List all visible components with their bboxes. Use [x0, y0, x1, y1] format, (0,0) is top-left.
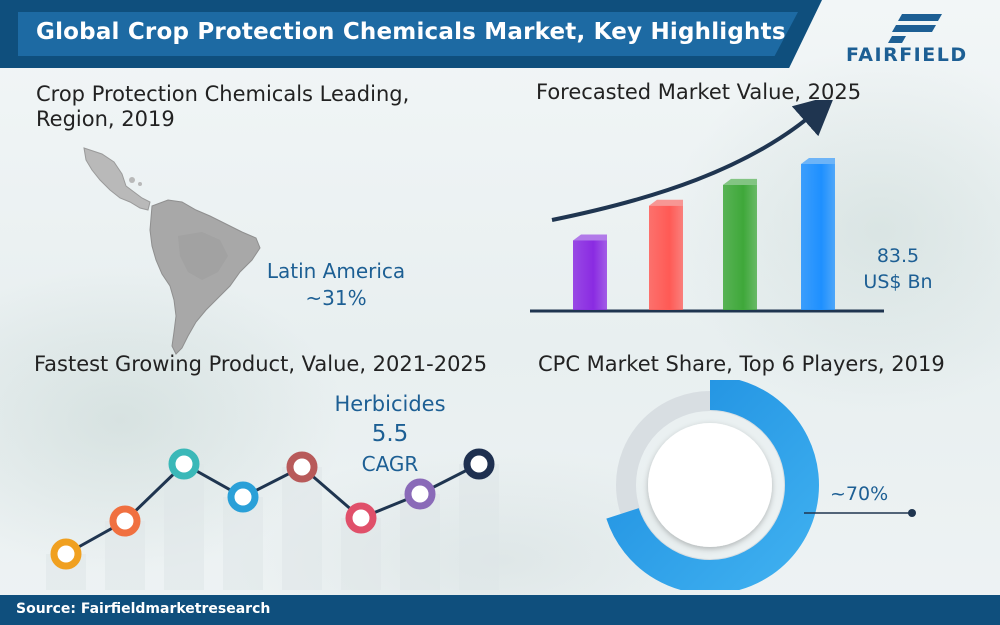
product-line-chart [46, 448, 499, 590]
forecast-bar-top-1 [573, 234, 607, 241]
region-share: ~31% [305, 286, 367, 310]
product-name: Herbicides [334, 392, 446, 416]
footer: Source: Fairfieldmarketresearch [0, 595, 1000, 625]
line-column-8 [459, 464, 499, 590]
market-value-label: 83.5 US$ Bn [848, 244, 948, 295]
latin-america-map-icon [83, 147, 261, 355]
forecast-bar-top-3 [723, 178, 757, 185]
growth-arrow-icon [551, 100, 835, 222]
region-title-line1: Crop Protection Chemicals Leading, [36, 82, 410, 106]
region-title-line2: Region, 2019 [36, 107, 175, 131]
donut-share-arc [606, 380, 819, 590]
forecast-bar-top-2 [649, 199, 683, 206]
share-title: CPC Market Share, Top 6 Players, 2019 [538, 352, 945, 376]
line-point-7 [404, 478, 436, 510]
product-value: 5.5 [371, 421, 409, 447]
market-value: 83.5 [876, 245, 920, 267]
line-point-8 [463, 448, 495, 480]
line-point-3 [168, 448, 200, 480]
title-bar [18, 12, 798, 56]
line-point-5 [286, 451, 318, 483]
leading-region-label: Latin America ~31% [256, 258, 416, 312]
line-column-3 [164, 464, 204, 590]
market-unit: US$ Bn [863, 270, 933, 293]
market-share-label: ~70% [830, 483, 889, 505]
line-point-1 [50, 538, 82, 570]
forecast-bar-4 [801, 164, 835, 310]
source-text: Source: Fairfieldmarketresearch [16, 601, 271, 617]
fairfield-logo-icon [888, 14, 942, 43]
forecast-bar-chart [530, 100, 884, 313]
forecast-bar-1 [573, 240, 607, 310]
line-point-6 [345, 502, 377, 534]
product-metric: CAGR [361, 452, 419, 476]
region-name: Latin America [266, 259, 406, 283]
forecast-bar-2 [649, 205, 683, 310]
donut-center [648, 423, 772, 547]
line-point-2 [109, 505, 141, 537]
product-title: Fastest Growing Product, Value, 2021-202… [34, 352, 488, 376]
share-pointer-dot [908, 509, 916, 517]
forecast-bar-3 [723, 184, 757, 310]
logo-text: FAIRFIELD [846, 44, 968, 66]
line-point-4 [227, 481, 259, 513]
line-column-5 [282, 467, 322, 590]
market-share-donut-chart [606, 380, 916, 590]
forecast-bar-top-4 [801, 158, 835, 164]
line-column-7 [400, 494, 440, 590]
page-title: Global Crop Protection Chemicals Market,… [36, 19, 786, 45]
